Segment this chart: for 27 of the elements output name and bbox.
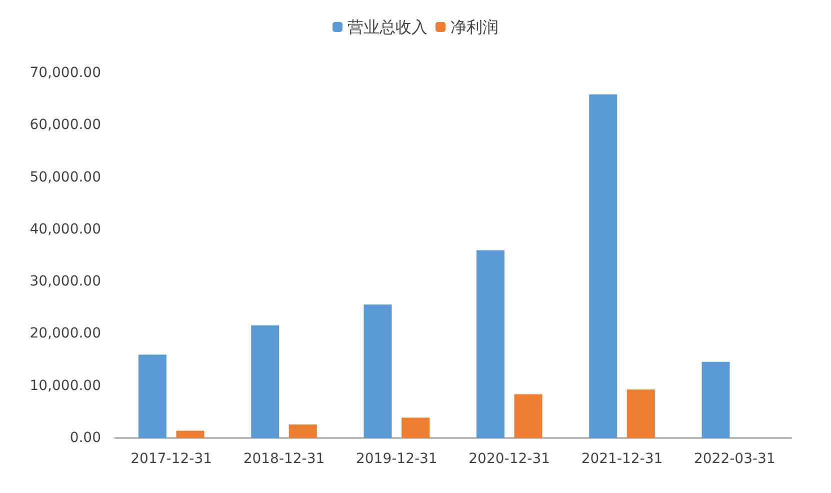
bar	[476, 250, 504, 438]
bar	[364, 304, 392, 438]
y-tick-label: 70,000.00	[30, 65, 101, 81]
bar	[138, 354, 166, 438]
y-tick-label: 40,000.00	[30, 221, 101, 238]
x-tick-label: 2018-12-31	[243, 451, 325, 467]
bar	[288, 424, 317, 438]
x-tick-label: 2021-12-31	[581, 451, 663, 467]
legend-label: 净利润	[450, 18, 498, 36]
y-tick-label: 10,000.00	[30, 378, 101, 394]
bar	[702, 362, 730, 438]
bar	[514, 394, 542, 438]
y-tick-label: 30,000.00	[30, 274, 101, 290]
y-tick-label: 20,000.00	[30, 326, 101, 342]
bar	[626, 390, 655, 438]
x-tick-label: 2017-12-31	[130, 451, 212, 467]
bar	[589, 94, 618, 438]
bar	[402, 418, 430, 438]
bar	[251, 325, 280, 438]
bar	[176, 430, 204, 438]
x-tick-label: 2019-12-31	[356, 451, 438, 467]
y-tick-label: 0.00	[70, 430, 101, 446]
y-tick-label: 50,000.00	[30, 169, 101, 186]
y-tick-label: 60,000.00	[30, 117, 101, 134]
x-tick-label: 2022-03-31	[694, 451, 776, 467]
legend-label: 营业总收入	[348, 18, 428, 36]
x-tick-label: 2020-12-31	[468, 451, 550, 467]
